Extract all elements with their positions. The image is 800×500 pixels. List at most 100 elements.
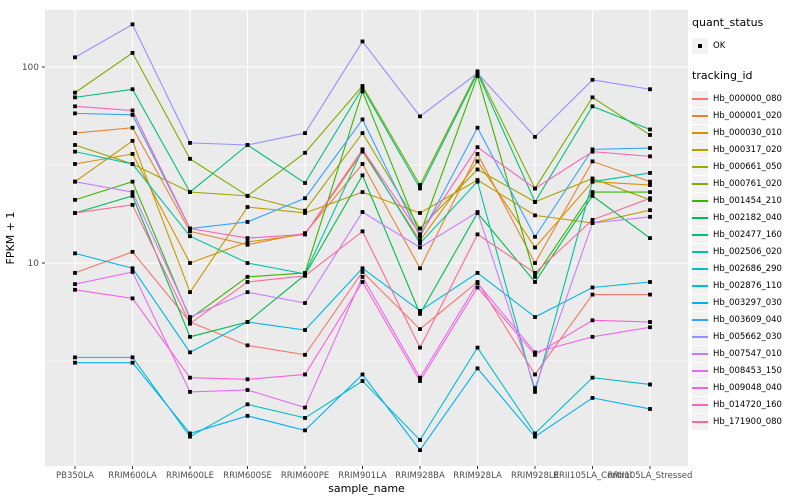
legend-key-line-icon [692, 345, 708, 362]
data-point [130, 355, 135, 360]
legend-items: Hb_000000_080 Hb_000001_020 Hb_000030_010 H… [692, 90, 798, 430]
data-point [360, 210, 365, 214]
plot-panel [45, 10, 688, 466]
data-point [73, 251, 77, 256]
data-point [360, 229, 365, 234]
legend-item: Hb_009048_040 [692, 379, 798, 396]
data-point [648, 179, 652, 184]
legend-item-label: Hb_007547_010 [713, 348, 782, 359]
data-point [533, 186, 537, 191]
data-point [245, 343, 250, 348]
data-point [533, 213, 537, 218]
data-point [73, 179, 77, 184]
legend-key-line-icon [692, 192, 708, 209]
legend-item: Hb_005662_030 [692, 328, 798, 345]
data-point [648, 196, 652, 201]
legend-item-ok: OK [692, 37, 798, 55]
data-point [360, 147, 365, 152]
data-point [360, 280, 365, 284]
data-point [648, 146, 652, 150]
data-point [130, 296, 135, 301]
data-point [360, 86, 365, 91]
data-point [73, 197, 77, 202]
data-point [245, 261, 250, 265]
data-point [130, 249, 135, 254]
data-point [590, 318, 595, 323]
x-tick-label: RRIM600PE [281, 471, 329, 481]
data-point [188, 350, 192, 355]
data-point [360, 39, 365, 44]
data-point [648, 154, 652, 159]
data-point [188, 375, 192, 380]
y-axis-title: FPKM + 1 [4, 212, 17, 265]
data-point [245, 220, 250, 224]
legend-item: Hb_001454_210 [692, 192, 798, 209]
data-point [533, 431, 537, 436]
data-point [648, 171, 652, 175]
data-point [130, 193, 135, 198]
data-point [475, 271, 480, 275]
data-point [590, 193, 595, 198]
data-point [360, 117, 365, 122]
x-axis-title: sample_name [328, 482, 405, 495]
data-point [73, 271, 77, 275]
legend-key-line-icon [692, 141, 708, 158]
data-point [418, 245, 422, 250]
data-point [130, 22, 135, 27]
data-point [475, 74, 480, 78]
legend-title-tracking-id: tracking_id [692, 69, 753, 82]
data-point [73, 143, 77, 147]
data-point [188, 226, 192, 231]
legend-item: Hb_000317_020 [692, 141, 798, 158]
data-point [245, 320, 250, 324]
x-tick-label: RRIM928LE [511, 471, 559, 481]
data-point [130, 125, 135, 130]
data-point [130, 87, 135, 92]
legend-key-line-icon [692, 209, 708, 226]
data-point [475, 232, 480, 237]
data-point [418, 226, 422, 231]
legend-key-line-icon [692, 124, 708, 141]
data-point [188, 290, 192, 295]
data-point [245, 240, 250, 244]
data-point [418, 234, 422, 239]
legend-item: Hb_000030_010 [692, 124, 798, 141]
data-point [533, 245, 537, 250]
legend-item-label: Hb_005662_030 [713, 331, 782, 342]
data-point [418, 448, 422, 453]
legend-key-line-icon [692, 175, 708, 192]
data-point [130, 108, 135, 113]
data-point [245, 236, 250, 240]
data-point [533, 386, 537, 391]
data-point [130, 112, 135, 117]
legend-item: Hb_000000_080 [692, 90, 798, 107]
data-point [590, 285, 595, 290]
data-point [245, 280, 250, 284]
data-point [130, 360, 135, 365]
data-point [303, 196, 307, 201]
legend-item-label: Hb_000317_020 [713, 144, 782, 155]
data-point [303, 372, 307, 377]
legend-item: Hb_002876_110 [692, 277, 798, 294]
legend-item: Hb_002686_290 [692, 260, 798, 277]
legend-key-line-icon [692, 107, 708, 124]
legend-item: Hb_002477_160 [692, 226, 798, 243]
data-point [533, 199, 537, 204]
data-point [303, 181, 307, 185]
data-point [303, 416, 307, 420]
data-point [418, 114, 422, 119]
data-point [130, 270, 135, 274]
legend-item-label: Hb_002182_040 [713, 212, 782, 223]
y-tick-label: 100 [22, 63, 39, 73]
data-point [475, 145, 480, 150]
legend-item-label: Hb_009048_040 [713, 382, 782, 393]
legend-item: Hb_008453_150 [692, 362, 798, 379]
x-tick-label: RRIM600LE [166, 471, 214, 481]
data-point [73, 149, 77, 154]
legend-key-line-icon [692, 243, 708, 260]
legend-item-label: Hb_000030_010 [713, 127, 782, 138]
data-point [73, 131, 77, 135]
data-point [245, 193, 250, 198]
